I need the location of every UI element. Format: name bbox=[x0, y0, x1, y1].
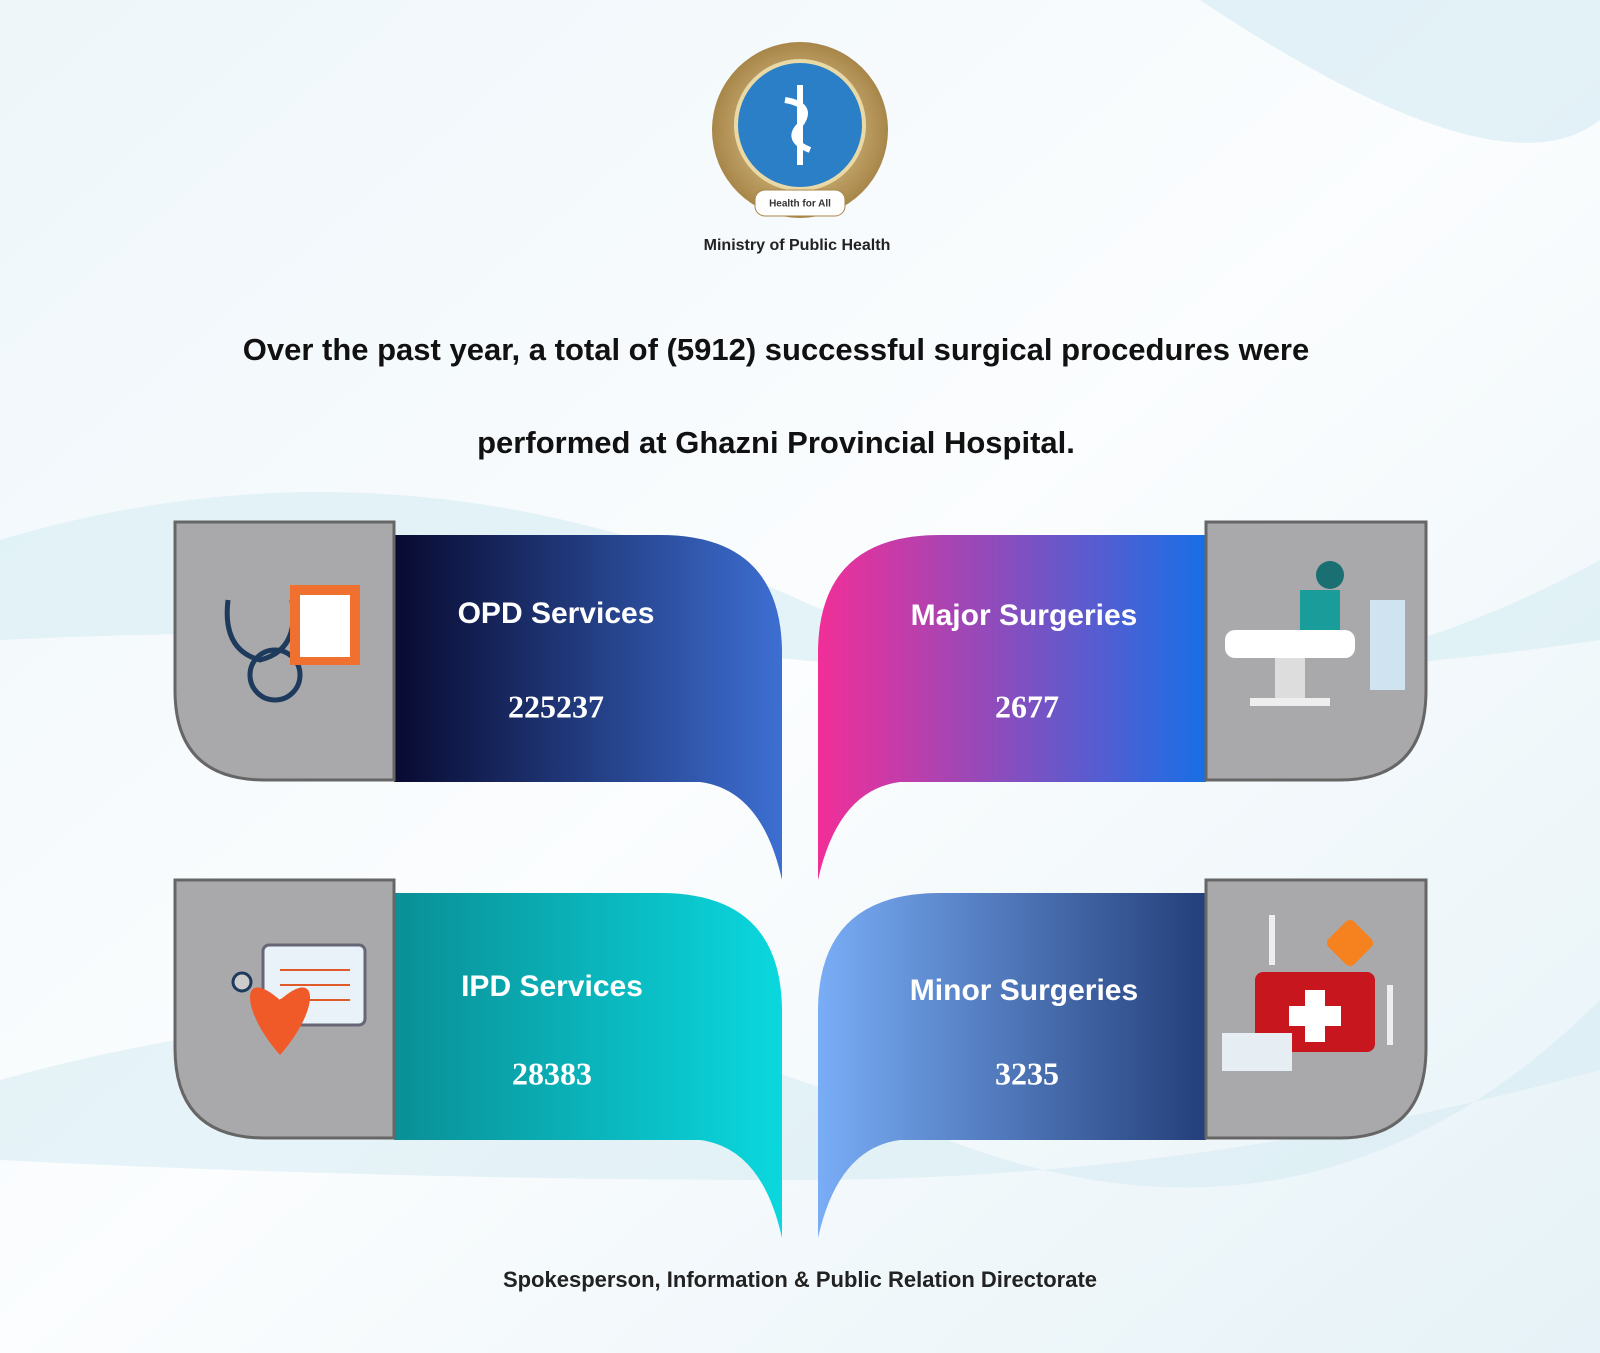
logo: Health for All bbox=[712, 42, 888, 218]
card-banner bbox=[818, 893, 1206, 1238]
wave bbox=[1200, 0, 1600, 143]
card-label: Minor Surgeries bbox=[910, 974, 1138, 1007]
headline-line: Over the past year, a total of (5912) su… bbox=[243, 332, 1310, 367]
first-aid-icon bbox=[1222, 915, 1393, 1071]
monitor-icon bbox=[231, 943, 367, 1055]
footer: Spokesperson, Information & Public Relat… bbox=[503, 1267, 1097, 1292]
headline-line: performed at Ghazni Provincial Hospital. bbox=[477, 425, 1075, 460]
card-value: 225237 bbox=[508, 688, 604, 724]
org-name: Ministry of Public Health bbox=[704, 237, 891, 254]
card-value: 28383 bbox=[512, 1055, 592, 1091]
card-banner bbox=[818, 535, 1206, 880]
card-label: OPD Services bbox=[458, 597, 655, 630]
card-banner bbox=[394, 535, 782, 880]
logo-motto: Health for All bbox=[769, 199, 831, 210]
card-banner bbox=[394, 893, 782, 1238]
stethoscope-icon bbox=[224, 585, 360, 703]
card-value: 3235 bbox=[995, 1055, 1059, 1091]
card-label: IPD Services bbox=[461, 970, 643, 1003]
surgery-icon bbox=[1225, 561, 1405, 706]
card-label: Major Surgeries bbox=[911, 599, 1138, 632]
card-value: 2677 bbox=[995, 688, 1059, 724]
